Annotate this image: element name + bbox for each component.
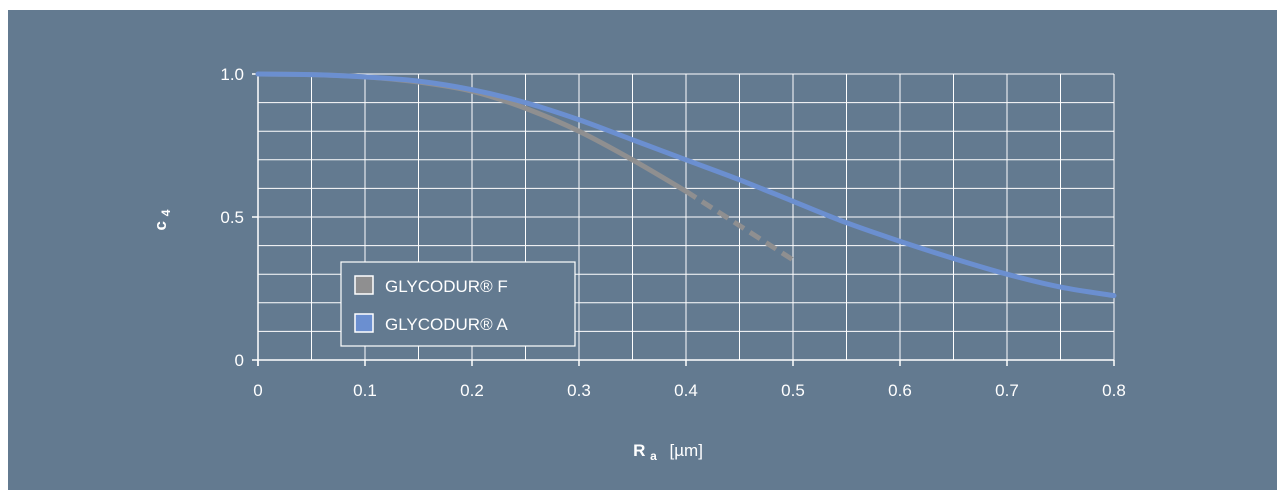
x-tick-label: 0.2 bbox=[460, 381, 484, 400]
x-tick-label: 0.1 bbox=[353, 381, 377, 400]
chart-panel: 0 0.5 1.0 0 0.1 0.2 0.3 0.4 0.5 0.6 0.7 0.8 GLYCODU… bbox=[8, 10, 1277, 490]
x-tick-label: 0 bbox=[253, 381, 262, 400]
x-axis-title-main: R bbox=[633, 441, 645, 460]
x-axis-title-sub: a bbox=[650, 449, 657, 463]
y-axis-title: c 4 bbox=[151, 209, 173, 230]
tick-labels: 0 0.5 1.0 0 0.1 0.2 0.3 0.4 0.5 0.6 0.7 0.8 bbox=[220, 65, 1125, 400]
y-tick-label: 0 bbox=[235, 351, 244, 370]
legend-swatch-glycodur-a bbox=[354, 313, 374, 333]
x-tick-label: 0.5 bbox=[781, 381, 805, 400]
x-axis-title: R a [µm] bbox=[633, 441, 703, 464]
legend-label-glycodur-f: GLYCODUR® F bbox=[385, 277, 508, 296]
legend: GLYCODUR® F GLYCODUR® A bbox=[340, 261, 576, 347]
y-tick-label: 1.0 bbox=[220, 65, 244, 84]
legend-swatch-glycodur-f bbox=[354, 275, 374, 295]
y-axis-title-main: c bbox=[151, 221, 170, 230]
legend-label-glycodur-a: GLYCODUR® A bbox=[385, 315, 508, 334]
series-line-glycodur-a bbox=[255, 71, 1117, 299]
series-line-glycodur-f-dashed bbox=[684, 189, 795, 263]
line-chart: 0 0.5 1.0 0 0.1 0.2 0.3 0.4 0.5 0.6 0.7 0.8 GLYCODU… bbox=[151, 65, 1126, 464]
x-axis-title-unit: [µm] bbox=[670, 441, 703, 460]
series bbox=[255, 71, 1117, 299]
x-tick-label: 0.6 bbox=[888, 381, 912, 400]
x-tick-label: 0.8 bbox=[1102, 381, 1126, 400]
x-tick-label: 0.3 bbox=[567, 381, 591, 400]
y-axis-title-sub: 4 bbox=[159, 209, 173, 216]
legend-box bbox=[340, 261, 576, 347]
y-tick-label: 0.5 bbox=[220, 208, 244, 227]
x-tick-label: 0.4 bbox=[674, 381, 698, 400]
x-tick-label: 0.7 bbox=[995, 381, 1019, 400]
